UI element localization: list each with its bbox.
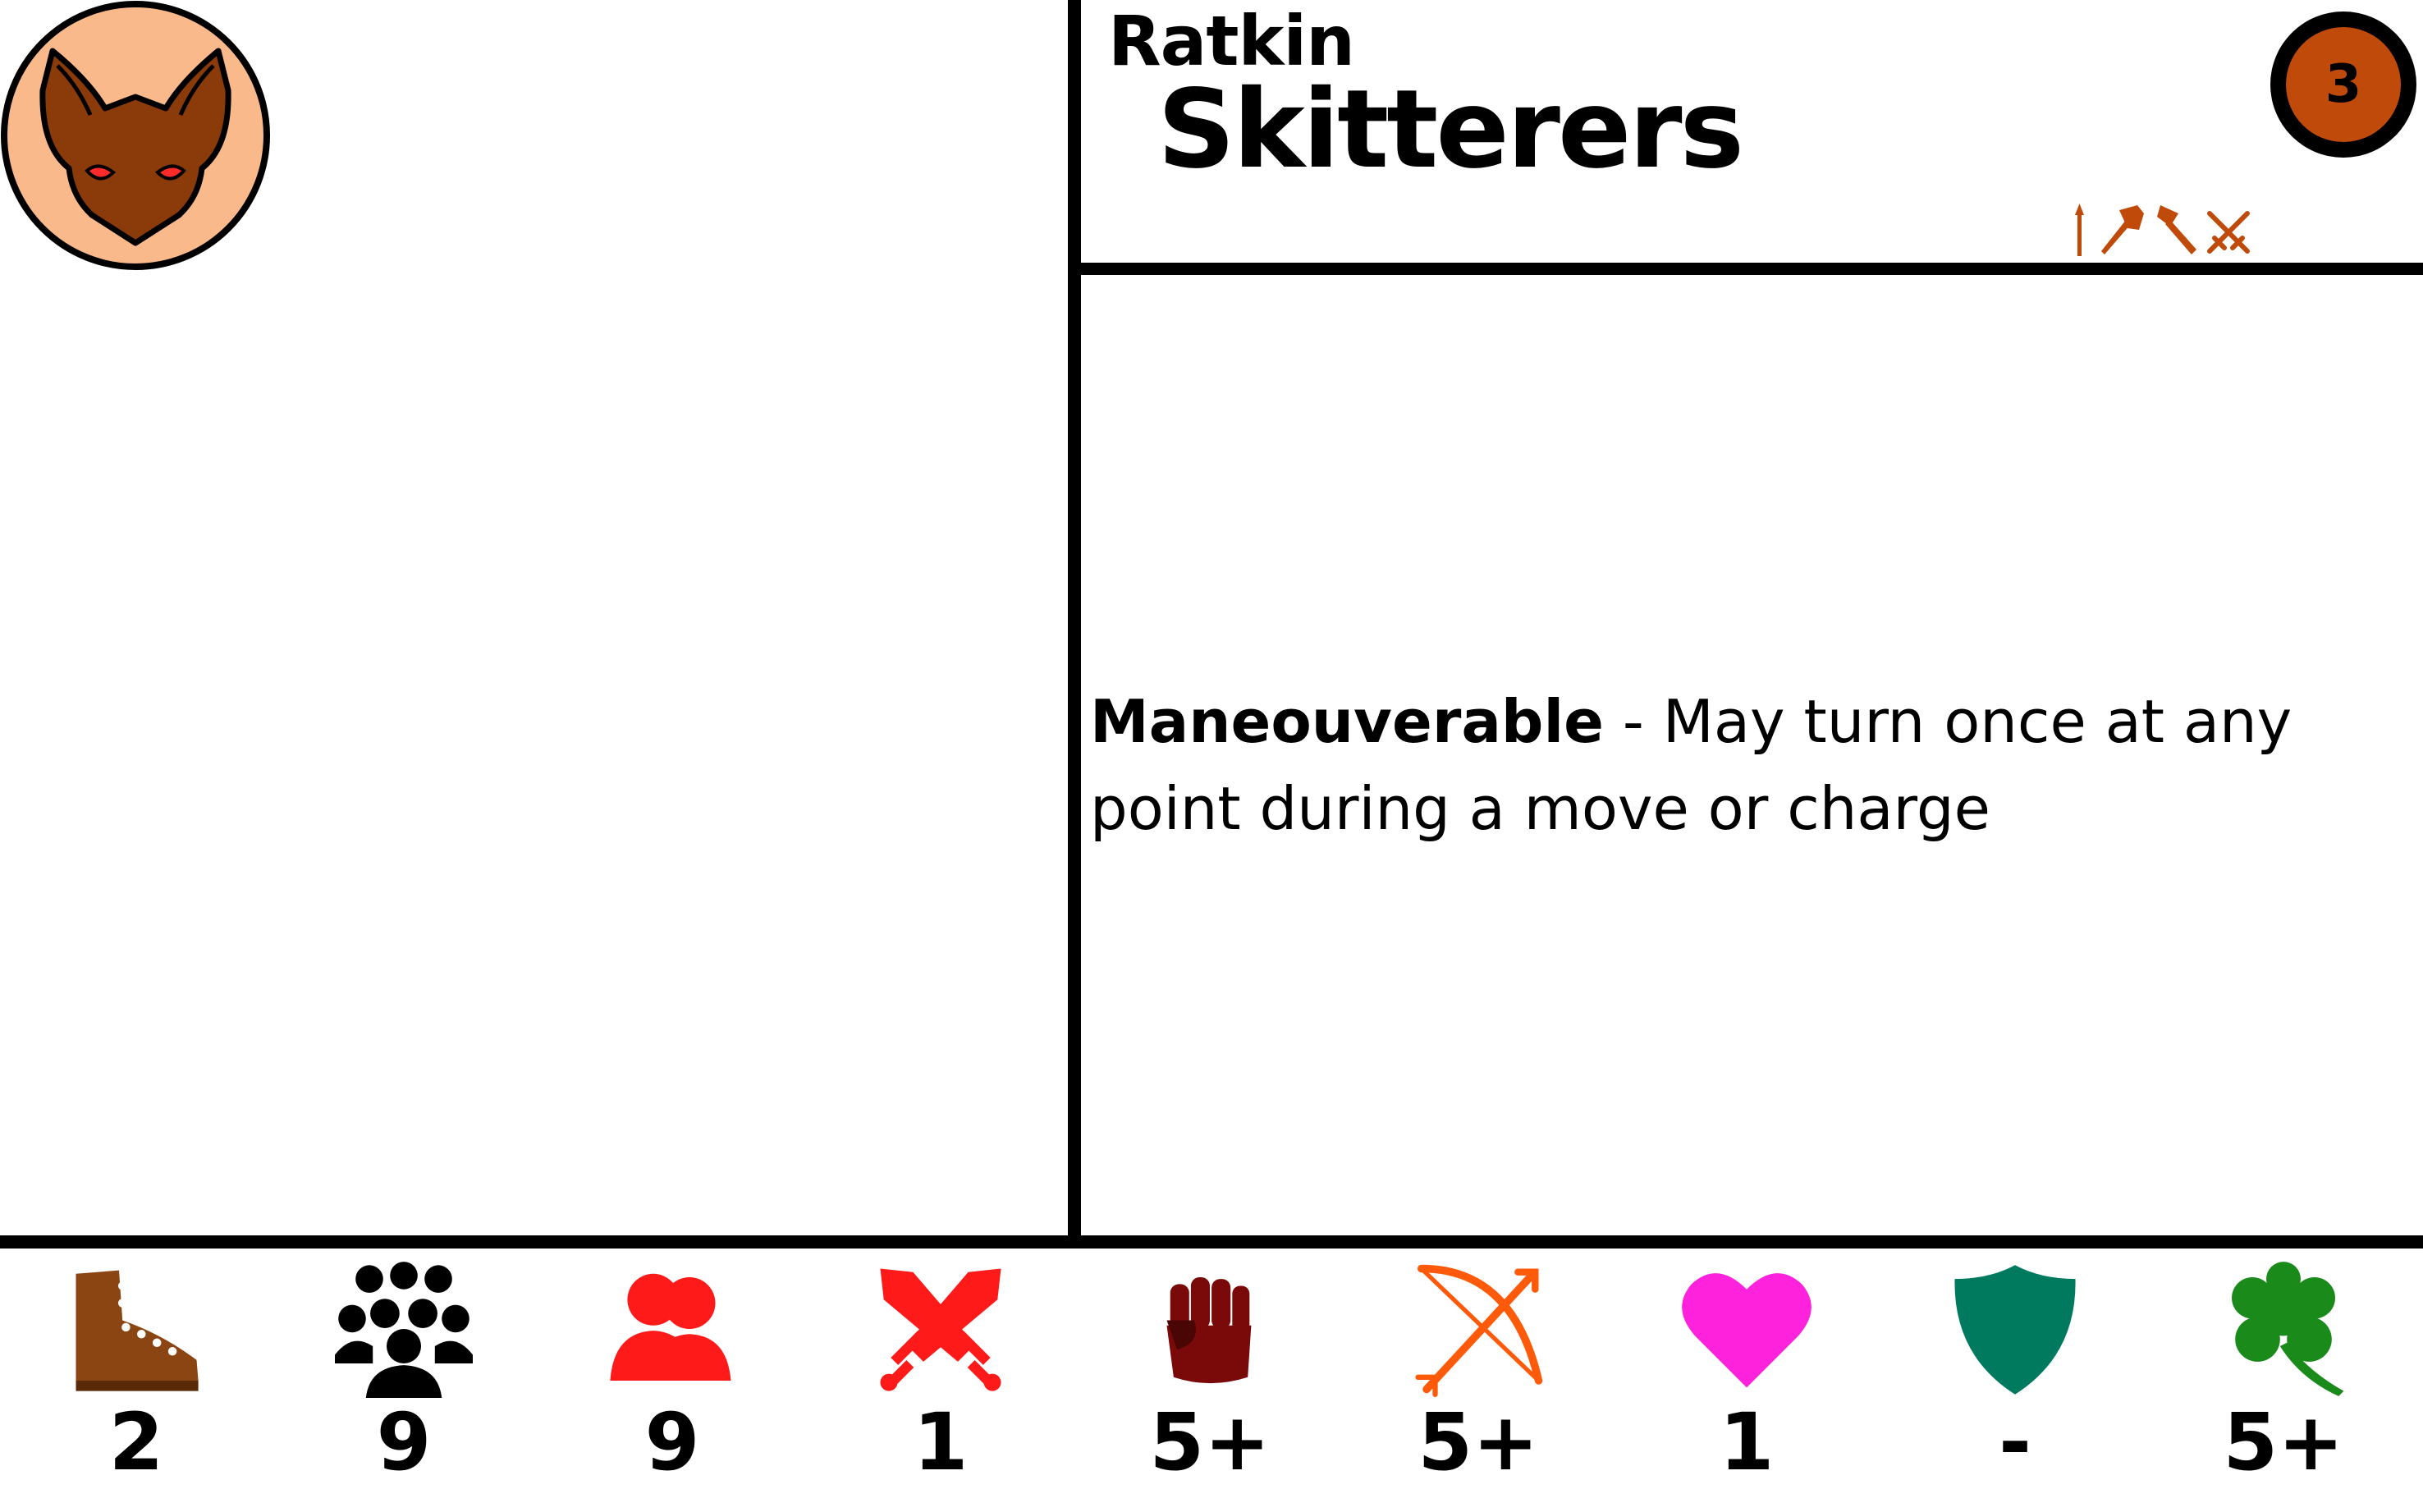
stat-value: 9 bbox=[376, 1396, 432, 1488]
stat-value: 1 bbox=[913, 1396, 969, 1488]
stat-hit: 5+ bbox=[1108, 1249, 1305, 1512]
stat-melee: 1 bbox=[839, 1249, 1036, 1512]
stat-value: 5+ bbox=[1418, 1396, 1539, 1488]
special-rules: Maneouverable - May turn once at any poi… bbox=[1090, 678, 2354, 852]
bow-icon bbox=[1415, 1264, 1543, 1397]
stat-value: 2 bbox=[108, 1396, 164, 1488]
group-icon bbox=[335, 1262, 473, 1398]
rule-separator: - bbox=[1603, 687, 1663, 756]
two-persons-icon bbox=[610, 1273, 731, 1381]
stat-luck: 5+ bbox=[2182, 1249, 2379, 1512]
stat-save: - bbox=[1913, 1249, 2110, 1512]
crossed-swords-icon bbox=[880, 1268, 1001, 1391]
fist-icon bbox=[1166, 1277, 1252, 1384]
heart-icon bbox=[1682, 1273, 1812, 1388]
unit-name: Skitterers bbox=[1157, 66, 1744, 193]
stat-wounds: 1 bbox=[1645, 1249, 1842, 1512]
header-divider bbox=[1081, 263, 2423, 275]
vertical-divider bbox=[1068, 0, 1081, 1239]
stat-value: 5+ bbox=[2223, 1396, 2344, 1488]
stats-row: 2 9 9 bbox=[0, 1249, 2423, 1512]
stat-value: 9 bbox=[644, 1396, 700, 1488]
axe-icon bbox=[2157, 205, 2196, 254]
stats-divider bbox=[0, 1235, 2423, 1249]
clover-icon bbox=[2232, 1262, 2344, 1396]
cost-value: 3 bbox=[2286, 27, 2401, 142]
hammer-icon bbox=[2101, 205, 2144, 254]
boot-icon bbox=[76, 1270, 199, 1391]
stat-value: 1 bbox=[1719, 1396, 1775, 1488]
spear-icon bbox=[2075, 204, 2084, 256]
shield-icon bbox=[1954, 1265, 2076, 1395]
faction-name: Ratkin bbox=[1108, 1, 1355, 81]
rat-head-icon bbox=[1, 1, 270, 270]
stat-value: 5+ bbox=[1149, 1396, 1271, 1488]
stat-unit-strength: 9 bbox=[570, 1249, 767, 1512]
cost-badge: 3 bbox=[2270, 11, 2416, 158]
rule-item: Maneouverable - May turn once at any poi… bbox=[1090, 678, 2354, 852]
weapon-icons bbox=[2075, 204, 2250, 256]
rule-name: Maneouverable bbox=[1090, 687, 1604, 756]
stat-unit-size: 9 bbox=[302, 1249, 499, 1512]
stat-shoot: 5+ bbox=[1376, 1249, 1573, 1512]
crossed-swords-icon bbox=[2207, 211, 2250, 254]
stat-value: - bbox=[1999, 1396, 2031, 1488]
stat-movement: 2 bbox=[34, 1249, 231, 1512]
rule-text: May turn once at any point during a move… bbox=[1090, 687, 2292, 843]
